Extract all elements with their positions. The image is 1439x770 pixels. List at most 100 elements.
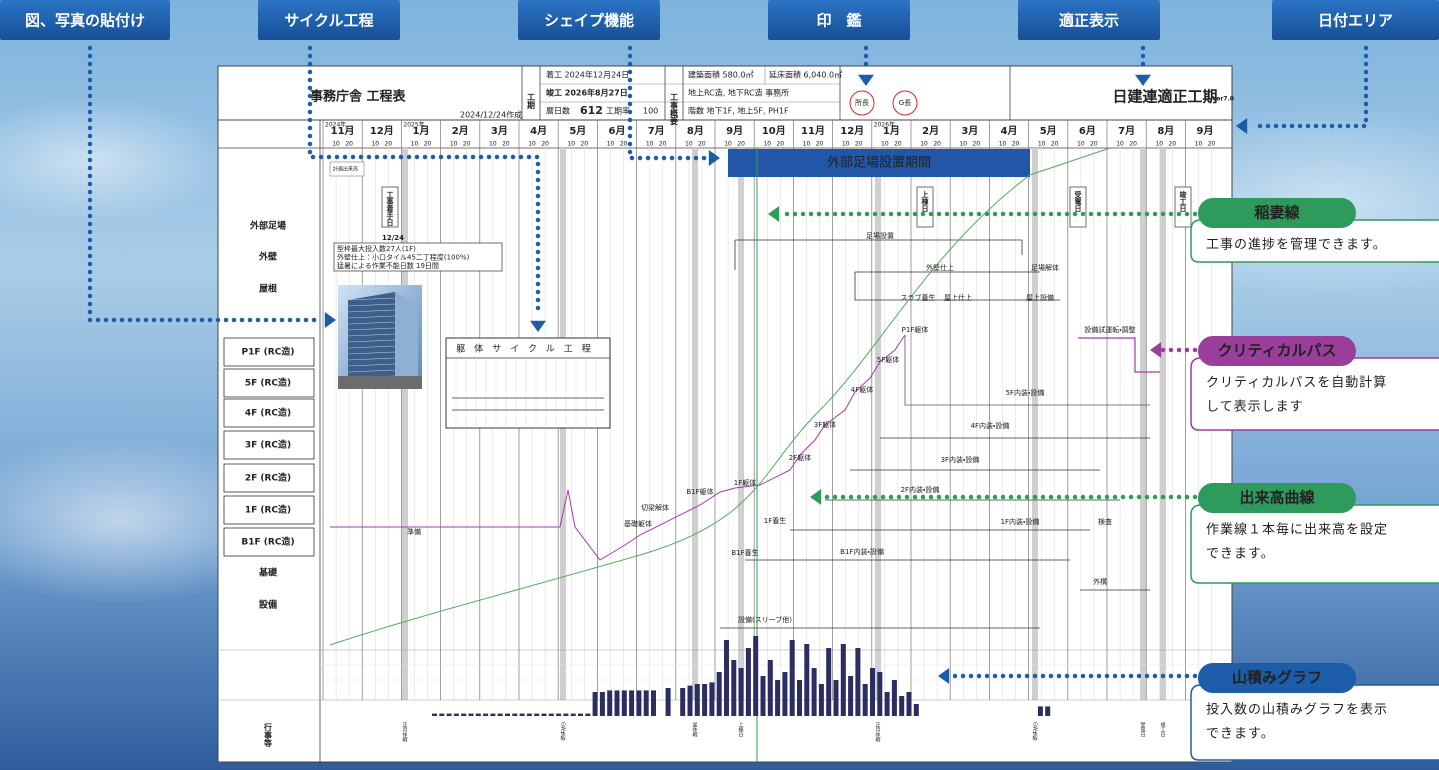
resource-bar [716, 672, 722, 716]
day-tick: 10 [803, 141, 811, 148]
resource-bar [526, 713, 532, 716]
day-tick: 20 [1051, 141, 1059, 148]
rule-line [347, 321, 396, 325]
seal-text: 所長 [855, 99, 869, 107]
day-tick: 20 [385, 141, 393, 148]
month-label: 6月 [609, 125, 626, 137]
resource-bar [483, 713, 489, 716]
callout-title: 山積みグラフ [1232, 669, 1322, 687]
month-label: 8月 [687, 125, 704, 137]
leader-line [307, 45, 541, 319]
resource-bar [855, 648, 861, 716]
leader-line [627, 45, 708, 161]
resource-bar [475, 713, 481, 716]
floor-box [223, 495, 315, 525]
task-label: B1F養生 [731, 548, 758, 557]
month-label: 5月 [1040, 125, 1057, 137]
callout-pill [1198, 663, 1356, 693]
row-label: 外部足場 [249, 220, 286, 232]
milestone-box [1069, 186, 1087, 228]
resource-bar [519, 713, 525, 716]
task-label: 外壁仕上 [926, 263, 954, 272]
event: 竣工日 [1160, 721, 1166, 738]
resource-bar [687, 685, 693, 716]
day-tick: 20 [777, 141, 785, 148]
floor-box [223, 398, 315, 428]
month-label: 8月 [1157, 125, 1174, 137]
resource-bar [884, 692, 890, 716]
resource-bar [621, 690, 627, 716]
note-line: 猛暑による作業不能日数 19日間 [337, 261, 439, 270]
milestone-box [381, 186, 399, 228]
month-label: 11月 [801, 125, 825, 137]
feature-tab [768, 0, 910, 40]
event: 盆休暇 [692, 721, 698, 738]
resource-bar [636, 690, 642, 716]
callout-text: 工事の進捗を管理できます。 [1206, 238, 1387, 253]
event: 正月休暇 [402, 722, 408, 743]
callout-text: クリティカルパスを自動計算 [1206, 375, 1387, 391]
day-tick: 10 [332, 141, 340, 148]
version: Ver7.0 [1212, 96, 1234, 103]
resource-bar [432, 713, 437, 716]
leader-arrow [1135, 74, 1151, 86]
resource-bar [578, 713, 583, 716]
task-label: 検査 [1098, 517, 1112, 526]
resource-bar [826, 648, 832, 716]
day-tick: 20 [855, 141, 863, 148]
callout-box [1190, 357, 1439, 431]
rule-line [347, 369, 396, 373]
cycle-box [445, 337, 611, 429]
leader-arrow [1150, 342, 1162, 358]
resource-bar [797, 680, 802, 716]
end-date: 竣工 2026年8月27日 [546, 88, 628, 98]
day-tick: 20 [659, 141, 667, 148]
feature-tab [1272, 0, 1439, 40]
day-tick: 10 [371, 141, 379, 148]
note-line: 型枠最大投入数27人(1F) [337, 244, 416, 253]
seal [849, 90, 875, 116]
resource-bar [607, 690, 613, 716]
day-tick: 10 [1116, 141, 1124, 148]
task-label: 足場設置 [866, 231, 894, 240]
resource-bar [760, 676, 766, 716]
month-label: 2月 [922, 125, 939, 137]
task-label: 3F内装・設備 [941, 455, 980, 464]
month-label: 3月 [491, 125, 508, 137]
day-tick: 10 [450, 141, 458, 148]
task-label: 屋上設備 [1026, 293, 1054, 302]
summary-label: 工事概要 [670, 93, 679, 126]
leader-arrow [938, 668, 950, 684]
day-tick: 10 [646, 141, 654, 148]
month-label: 12月 [840, 125, 864, 137]
feature-tab [0, 0, 170, 40]
resource-bar [891, 680, 897, 716]
schedule-line [759, 334, 906, 486]
resource-bar [585, 713, 591, 716]
holiday-band [875, 148, 881, 700]
resource-bar [446, 713, 452, 716]
resource-bar [461, 713, 467, 716]
rule-line [347, 363, 396, 367]
day-tick: 10 [763, 141, 771, 148]
task-label: 3F躯体 [814, 420, 836, 429]
event: 正月休暇 [875, 722, 881, 743]
floor-box [223, 368, 315, 398]
rule-line [347, 309, 396, 313]
rule-line [347, 357, 396, 361]
row-label: 屋根 [259, 283, 278, 295]
day-tick: 20 [541, 141, 549, 148]
task-label: 外構 [1093, 577, 1107, 586]
day-tick: 10 [842, 141, 850, 148]
row-label: 4F (RC造) [245, 407, 291, 419]
resource-bar [702, 684, 708, 716]
resource-bar [753, 636, 759, 716]
leader-line [1251, 45, 1369, 129]
feature-tab [518, 0, 660, 40]
milestone-box [329, 161, 365, 177]
callout-pill [1198, 336, 1356, 366]
milestone: 竣工日 [1179, 190, 1188, 213]
